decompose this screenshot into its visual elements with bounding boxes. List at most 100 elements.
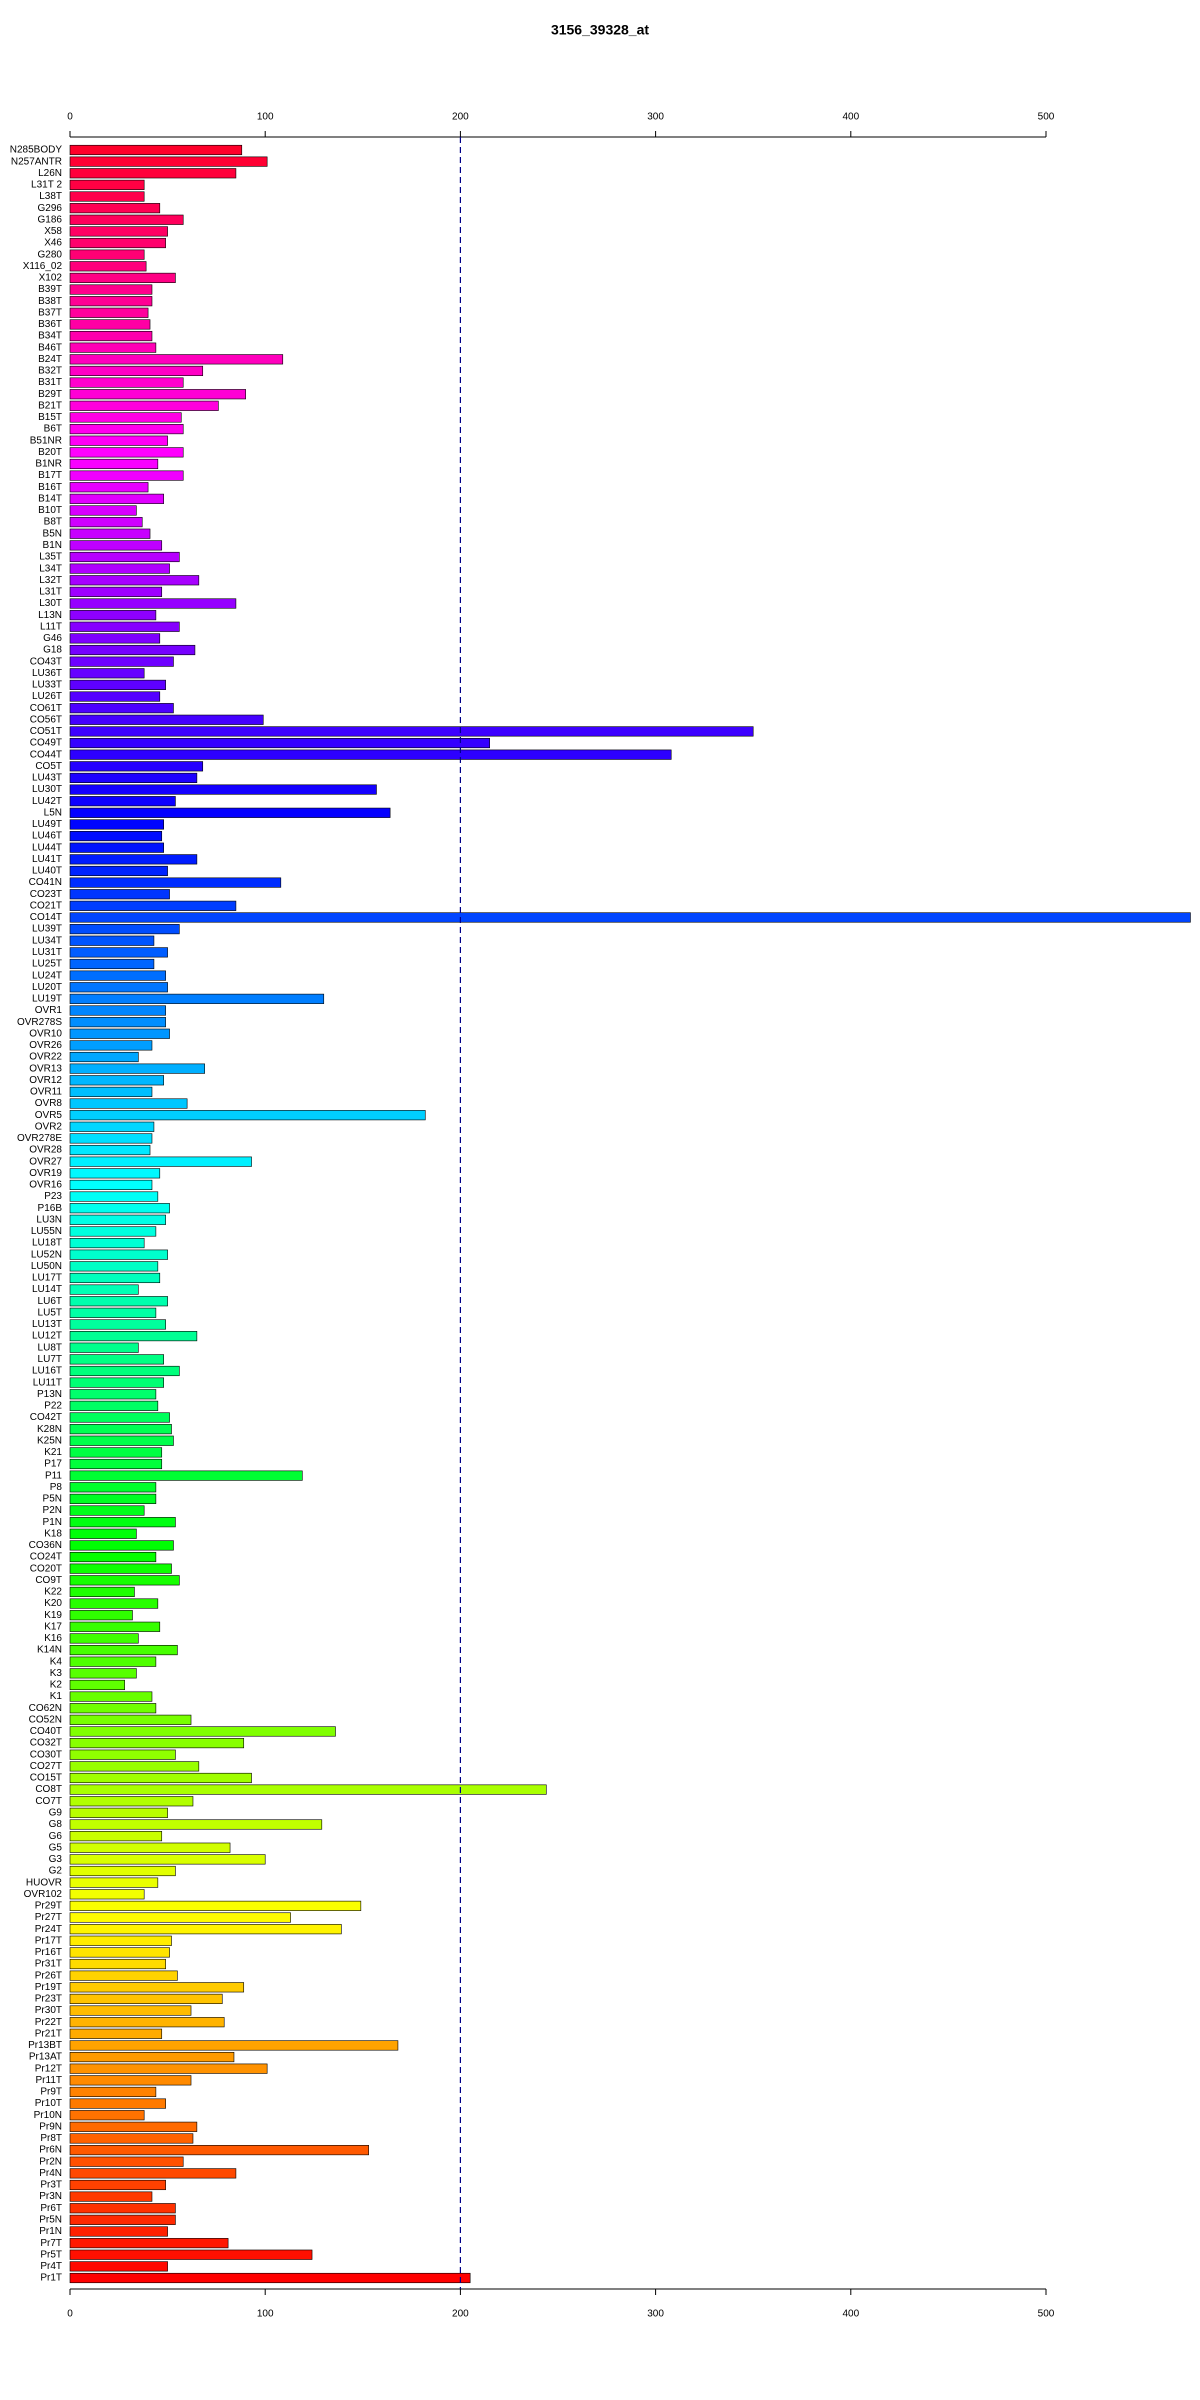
x-tick-label: 100 bbox=[257, 2309, 274, 2320]
y-tick-label: LU30T bbox=[32, 784, 62, 795]
y-tick-label: LU5T bbox=[38, 1307, 62, 1318]
bar bbox=[69, 2086, 157, 2098]
y-tick-label: K3 bbox=[50, 1668, 63, 1679]
bar bbox=[69, 993, 325, 1004]
bar bbox=[69, 2075, 192, 2086]
y-tick-label: CO7T bbox=[35, 1796, 62, 1807]
y-tick-label: B38T bbox=[38, 296, 62, 307]
bar bbox=[69, 1144, 151, 1156]
bar bbox=[69, 1540, 174, 1551]
y-tick-label: Pr10T bbox=[35, 2098, 62, 2109]
y-tick-label: CO5T bbox=[35, 761, 62, 772]
bar bbox=[69, 191, 145, 202]
bar bbox=[69, 1051, 139, 1063]
y-tick-label: B24T bbox=[38, 354, 62, 365]
bar bbox=[69, 1214, 166, 1225]
bar bbox=[69, 144, 243, 156]
y-tick-label: OVR28 bbox=[29, 1145, 62, 1156]
y-tick-label: LU17T bbox=[32, 1273, 62, 1284]
y-tick-label: K16 bbox=[44, 1633, 62, 1644]
y-tick-label: CO40T bbox=[30, 1726, 62, 1737]
y-tick-label: K1 bbox=[50, 1691, 63, 1702]
y-tick-label: X102 bbox=[39, 273, 63, 284]
bar bbox=[69, 551, 180, 563]
bar bbox=[69, 1400, 159, 1411]
bar bbox=[69, 272, 176, 283]
y-tick-label: Pr2N bbox=[39, 2156, 62, 2167]
bar bbox=[69, 1424, 172, 1435]
y-tick-label: B37T bbox=[38, 307, 62, 318]
y-tick-label: CO21T bbox=[30, 900, 62, 911]
y-tick-label: N285BODY bbox=[10, 145, 63, 156]
x-tick-label: 400 bbox=[842, 2309, 859, 2320]
bar bbox=[69, 179, 145, 190]
y-tick-label: B15T bbox=[38, 412, 62, 423]
y-tick-label: OVR1 bbox=[35, 1005, 63, 1016]
y-tick-label: LU19T bbox=[32, 994, 62, 1005]
bar bbox=[69, 1784, 547, 1795]
y-tick-label: LU46T bbox=[32, 831, 62, 842]
y-tick-label: X58 bbox=[44, 226, 62, 237]
y-tick-label: G8 bbox=[49, 1819, 63, 1830]
bar bbox=[69, 1272, 161, 1284]
x-tick-label: 300 bbox=[647, 112, 664, 123]
y-tick-label: G280 bbox=[38, 249, 63, 260]
bar bbox=[69, 354, 284, 365]
y-tick-label: Pr9T bbox=[40, 2087, 62, 2098]
y-tick-label: G46 bbox=[43, 633, 62, 644]
y-tick-label: Pr10N bbox=[34, 2110, 62, 2121]
bar bbox=[69, 877, 282, 888]
bar bbox=[69, 1203, 170, 1214]
y-tick-label: CO44T bbox=[30, 749, 62, 760]
y-tick-label: K17 bbox=[44, 1621, 62, 1632]
bar bbox=[69, 435, 168, 446]
bar bbox=[69, 458, 159, 470]
y-tick-label: LU8T bbox=[38, 1342, 62, 1353]
bar bbox=[69, 1703, 157, 1714]
bar bbox=[69, 2040, 399, 2051]
y-tick-label: X116_02 bbox=[23, 261, 63, 272]
bar bbox=[69, 1168, 161, 1179]
y-tick-label: K18 bbox=[44, 1528, 62, 1539]
bar bbox=[69, 1296, 168, 1307]
y-tick-label: CO27T bbox=[30, 1761, 62, 1772]
y-tick-label: LU31T bbox=[32, 947, 62, 958]
bar bbox=[69, 1249, 168, 1260]
y-tick-label: Pr12T bbox=[35, 2063, 62, 2074]
bar bbox=[69, 1865, 176, 1877]
bar bbox=[69, 621, 180, 632]
bar bbox=[69, 1307, 157, 1318]
y-tick-label: B29T bbox=[38, 389, 62, 400]
y-tick-label: B36T bbox=[38, 319, 62, 330]
y-tick-label: Pr6T bbox=[40, 2203, 62, 2214]
bar bbox=[69, 586, 163, 597]
bar bbox=[69, 203, 161, 214]
y-tick-label: Pr3N bbox=[39, 2191, 62, 2202]
bar bbox=[69, 1738, 245, 1749]
y-tick-label: LU24T bbox=[32, 970, 62, 981]
bar bbox=[69, 761, 204, 772]
bar bbox=[69, 563, 170, 574]
bar bbox=[69, 296, 153, 307]
y-tick-label: B6T bbox=[44, 424, 62, 435]
bar bbox=[69, 237, 166, 249]
y-tick-label: OVR11 bbox=[30, 1087, 62, 1098]
y-tick-label: Pr17T bbox=[35, 1935, 62, 1946]
bar bbox=[69, 493, 164, 504]
y-tick-label: G6 bbox=[49, 1831, 63, 1842]
bar bbox=[69, 772, 198, 784]
y-tick-label: Pr21T bbox=[35, 2028, 62, 2039]
y-tick-label: LU41T bbox=[32, 854, 62, 865]
y-tick-label: Pr7T bbox=[40, 2238, 62, 2249]
bar bbox=[69, 1831, 163, 1842]
bar bbox=[69, 2261, 168, 2272]
bar bbox=[69, 319, 151, 330]
y-tick-label: Pr13AT bbox=[29, 2052, 62, 2063]
y-tick-label: OVR278E bbox=[17, 1133, 62, 1144]
y-tick-label: K4 bbox=[50, 1656, 63, 1667]
y-tick-label: LU14T bbox=[32, 1284, 62, 1295]
y-tick-label: P5N bbox=[43, 1494, 62, 1505]
y-tick-label: B31T bbox=[38, 377, 62, 388]
y-tick-label: Pr16T bbox=[35, 1947, 62, 1958]
bar bbox=[69, 1110, 426, 1121]
